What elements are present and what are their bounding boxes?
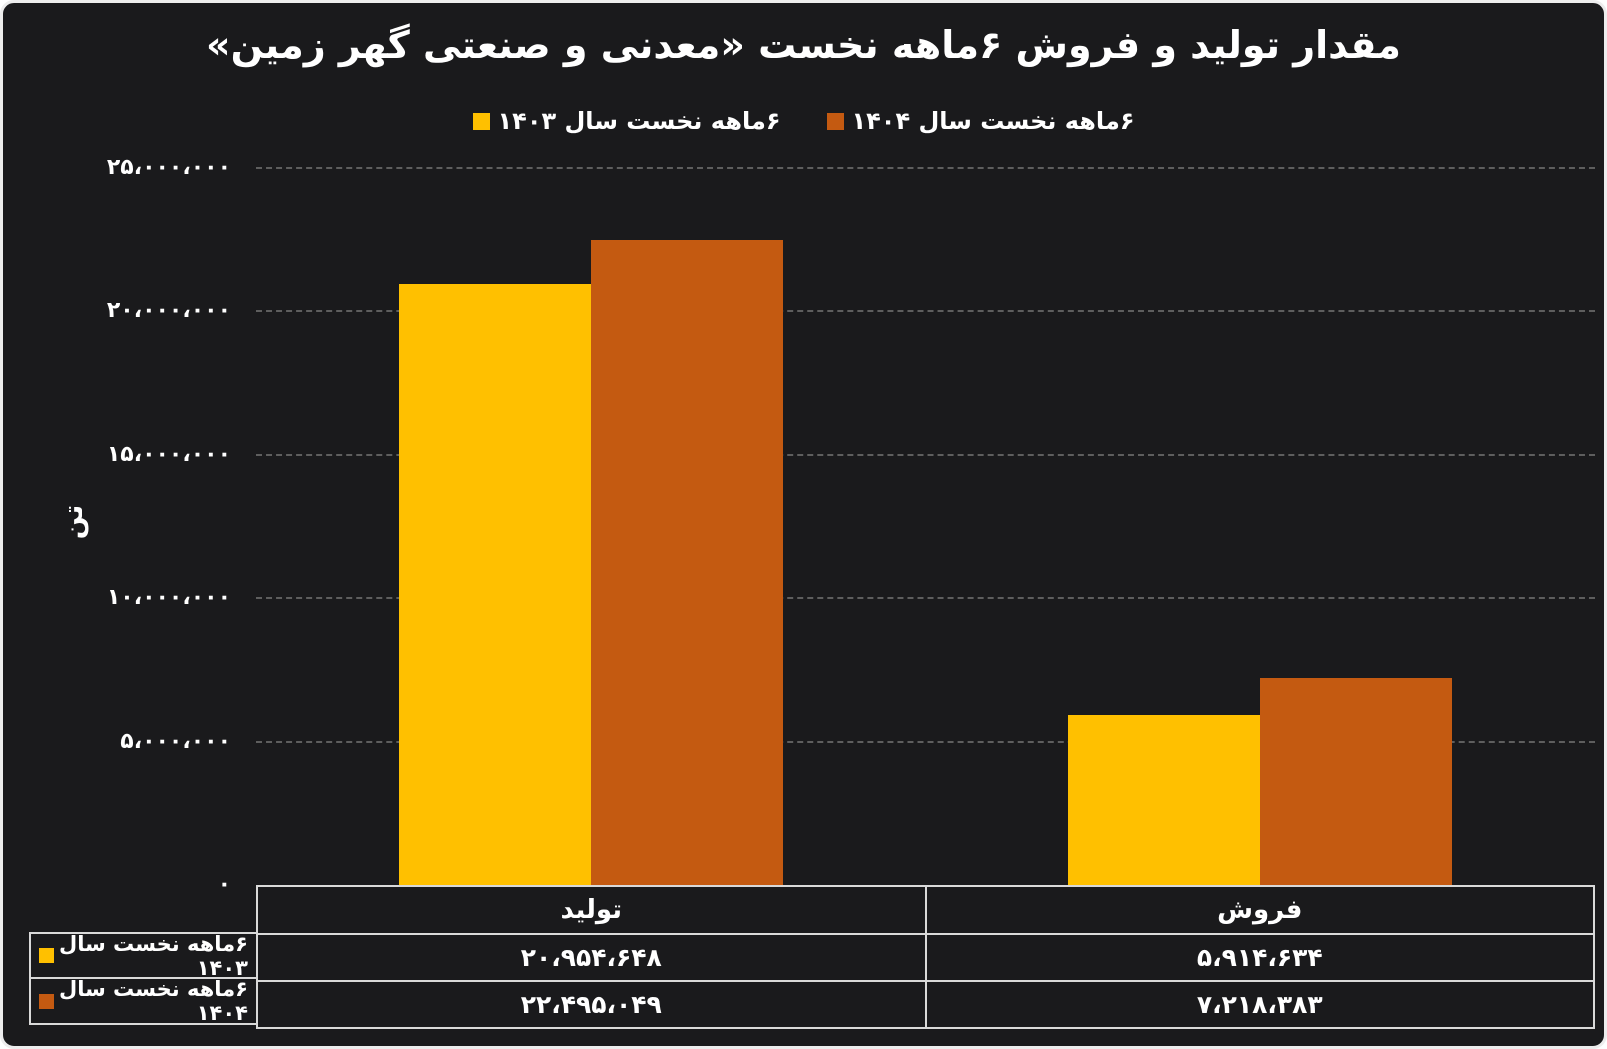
plot-area [256,167,1595,885]
y-tick-label: ۲۰،۰۰۰،۰۰۰ [106,298,231,324]
series-1403-swatch-icon [39,948,54,963]
bar-production-1403 [398,284,591,885]
y-tick-label: ۵،۰۰۰،۰۰۰ [120,728,231,754]
row-label-1404: ۶ماهه نخست سال ۱۴۰۴ [29,977,258,1025]
legend: ۶ماهه نخست سال ۱۴۰۳ ۶ماهه نخست سال ۱۴۰۴ [3,107,1604,135]
legend-swatch-1403-icon [472,112,490,130]
table-header-production: تولید [258,887,925,933]
bar-sales-1404 [1260,677,1453,885]
table-value-sales-1403: ۵،۹۱۴،۶۳۴ [926,935,1593,980]
row-label-1403: ۶ماهه نخست سال ۱۴۰۳ [29,931,258,980]
legend-item-1403: ۶ماهه نخست سال ۱۴۰۳ [472,107,781,135]
legend-label-1403: ۶ماهه نخست سال ۱۴۰۳ [497,107,781,135]
row-label-1404-text: ۶ماهه نخست سال ۱۴۰۴ [58,977,248,1025]
gridline [256,453,1595,456]
bar-production-1404 [590,239,783,885]
table-value-production-1404: ۲۲،۴۹۵،۰۴۹ [258,982,925,1027]
table-value-sales-1404: ۷،۲۱۸،۳۸۳ [926,982,1593,1027]
row-label-1403-text: ۶ماهه نخست سال ۱۴۰۳ [58,931,248,980]
y-tick-label: ۲۵،۰۰۰،۰۰۰ [106,155,231,180]
series-1404-swatch-icon [39,993,54,1009]
y-axis-tick-labels: ۲۵،۰۰۰،۰۰۰ ۲۰،۰۰۰،۰۰۰ ۱۵،۰۰۰،۰۰۰ ۱۰،۰۰۰،۰۰۰… [3,155,231,897]
y-tick-label: ۱۰،۰۰۰،۰۰۰ [106,585,231,611]
data-table: تولید فروش ۲۰،۹۵۴،۶۴۸ ۵،۹۱۴،۶۳۴ ۲۲،۴۹۵،۰… [256,885,1595,1029]
chart-title: مقدار تولید و فروش ۶ماهه نخست «معدنی و ص… [206,23,1401,67]
gridline [256,167,1595,169]
gridline [256,310,1595,313]
table-header-sales: فروش [926,887,1593,933]
legend-swatch-1404-icon [826,112,844,130]
legend-label-1404: ۶ماهه نخست سال ۱۴۰۴ [851,107,1135,135]
legend-item-1404: ۶ماهه نخست سال ۱۴۰۴ [826,107,1135,135]
table-value-production-1403: ۲۰،۹۵۴،۶۴۸ [258,935,925,980]
bar-sales-1403 [1068,715,1261,885]
y-tick-label: ۱۵،۰۰۰،۰۰۰ [106,441,231,467]
gridline [256,597,1595,600]
y-tick-label: ۰ [217,872,231,897]
gridline [256,740,1595,743]
table-row-labels: ۶ماهه نخست سال ۱۴۰۳ ۶ماهه نخست سال ۱۴۰۴ [29,932,258,1025]
